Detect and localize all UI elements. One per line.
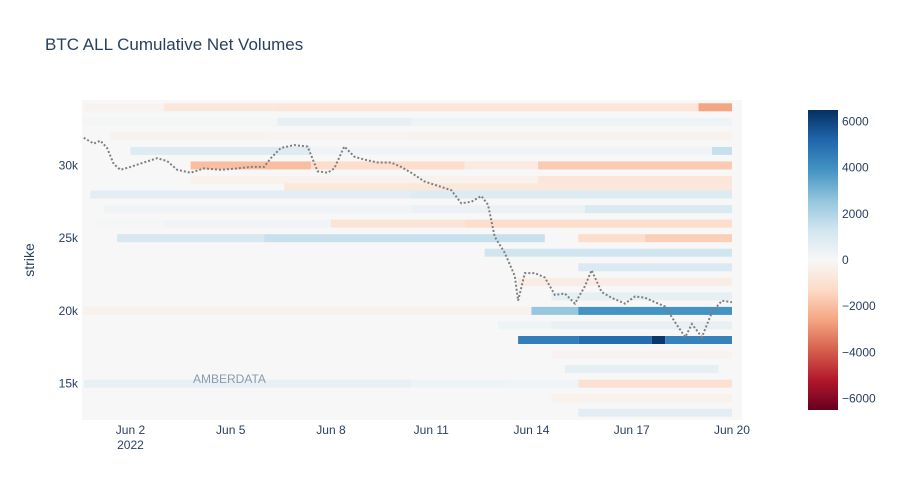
heatmap-cell [277, 117, 412, 126]
heatmap-cell [163, 103, 278, 112]
heatmap-cell [130, 146, 311, 155]
heatmap-cell [651, 336, 666, 344]
heatmap-cell [578, 336, 652, 344]
x-tick-sublabel: 2022 [117, 438, 144, 452]
heatmap-cell [578, 234, 646, 243]
heatmap-cell [284, 183, 732, 192]
heatmap-cell [551, 350, 732, 359]
y-axis-title: strike [21, 243, 37, 277]
price-line [83, 136, 733, 340]
heatmap-cell [564, 365, 719, 374]
y-tick-label: 25k [59, 231, 79, 245]
heatmap-cell [464, 161, 539, 170]
colorbar-tick-label: 2000 [842, 207, 869, 221]
heatmap-cell [264, 234, 545, 243]
heatmap-cell [97, 219, 164, 228]
x-tick-label: Jun 11 [414, 423, 449, 437]
x-tick-label: Jun 5 [216, 423, 246, 437]
colorbar-tick-label: 0 [842, 253, 849, 267]
y-tick-label: 20k [59, 304, 79, 318]
heatmap-cell [190, 161, 311, 170]
heatmap-cell [163, 219, 331, 228]
heatmap-cell [411, 190, 732, 199]
colorbar-tick-label: −4000 [842, 345, 876, 359]
x-tick-label: Jun 17 [614, 423, 650, 437]
heatmap-cell [310, 161, 465, 170]
heatmap-cell [538, 176, 732, 184]
heatmap-cell [330, 219, 465, 228]
heatmap-cell [584, 205, 732, 214]
heatmap-cell [277, 103, 699, 112]
heatmap-cell [645, 234, 732, 243]
heatmap-cell [110, 132, 265, 141]
heatmap-cell [117, 234, 265, 243]
colorbar-gradient [808, 110, 838, 410]
heatmap-cell [83, 306, 532, 315]
heatmap-cell [518, 336, 579, 344]
heatmap-cell [411, 205, 732, 214]
heatmap-cell [511, 379, 545, 388]
heatmap-cell [518, 277, 732, 286]
x-tick-label: Jun 20 [714, 423, 750, 437]
heatmap-cell [698, 103, 732, 112]
heatmap-cell [83, 117, 278, 126]
x-tick-label: Jun 14 [513, 423, 549, 437]
heatmap-cell [103, 205, 412, 214]
heatmap-cell [578, 408, 732, 417]
y-tick-label: 30k [59, 158, 79, 172]
y-axis-ticks: 15k 20k 25k 30k [59, 158, 79, 390]
heatmap-cell [498, 321, 552, 330]
heatmap-cell [411, 117, 732, 126]
plot-area [82, 100, 742, 420]
x-tick-label: Jun 8 [316, 423, 346, 437]
heatmap-cell [551, 321, 732, 330]
colorbar-tick-label: −6000 [842, 391, 876, 405]
heatmap-cell [90, 190, 412, 199]
heatmap-cell [310, 146, 732, 155]
heatmap-rows [83, 103, 732, 417]
heatmap-cell [538, 161, 732, 170]
heatmap-cell [411, 132, 732, 141]
heatmap-cell [190, 176, 539, 184]
colorbar-tick-label: −2000 [842, 299, 876, 313]
heatmap-cell [551, 394, 732, 403]
heatmap-cell [464, 219, 732, 228]
heatmap-cell [665, 336, 732, 344]
heatmap-cell [578, 306, 732, 315]
y-tick-label: 15k [59, 377, 79, 391]
heatmap-cell [264, 132, 412, 141]
watermark: AMBERDATA [193, 372, 266, 386]
colorbar-ticks: 6000 4000 2000 0 −2000 −4000 −6000 [842, 115, 876, 406]
colorbar-tick-label: 6000 [842, 115, 869, 129]
x-tick-label: Jun 2 [116, 423, 146, 437]
heatmap-cell [578, 263, 732, 272]
heatmap-cell [484, 248, 732, 257]
heatmap-cell [578, 379, 732, 388]
heatmap-cell [83, 379, 412, 388]
chart-title: BTC ALL Cumulative Net Volumes [45, 35, 303, 54]
heatmap-cell [544, 379, 579, 388]
colorbar: 6000 4000 2000 0 −2000 −4000 −6000 [808, 110, 876, 410]
heatmap-cell [531, 306, 579, 315]
heatmap-cell [711, 146, 732, 155]
colorbar-tick-label: 4000 [842, 161, 869, 175]
heatmap-cell [83, 103, 164, 112]
heatmap-cell [411, 379, 512, 388]
